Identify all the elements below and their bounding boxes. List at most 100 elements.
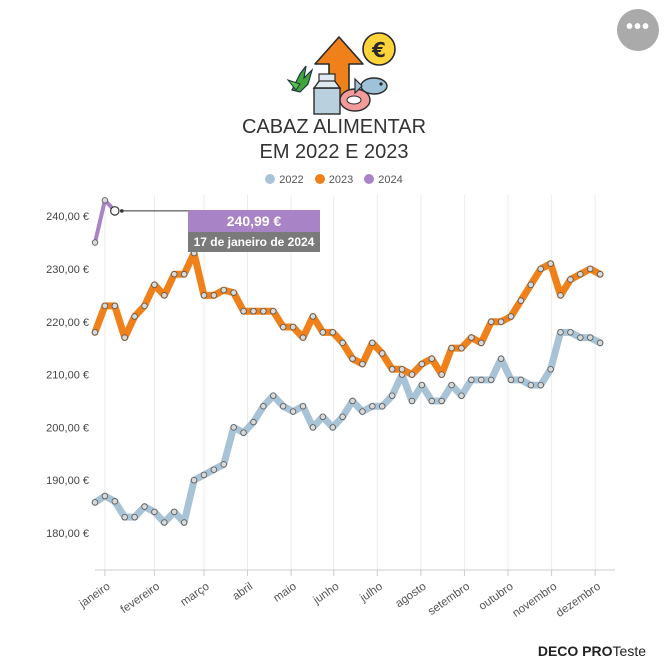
legend-label-2024: 2024 <box>378 174 403 186</box>
data-point-2022 <box>468 376 475 384</box>
data-point-2022 <box>121 513 128 521</box>
data-point-2023 <box>428 355 435 362</box>
data-point-2023 <box>478 339 485 347</box>
data-point-2023 <box>250 307 257 315</box>
highlighted-point <box>110 206 120 216</box>
data-point-2022 <box>408 397 416 405</box>
data-point-2023 <box>557 292 564 299</box>
series-line-2023 <box>91 249 604 379</box>
data-point-2022 <box>497 355 505 362</box>
x-tick-label: agosto <box>393 581 428 611</box>
data-point-2022 <box>547 366 554 373</box>
y-tick-label: 240,00 € <box>46 211 89 223</box>
x-tick-label: outubro <box>477 581 516 613</box>
data-point-2023 <box>359 360 366 368</box>
data-point-2023 <box>141 302 148 310</box>
data-point-2022 <box>557 329 564 336</box>
data-point-2023 <box>418 360 426 368</box>
brand-logo-bold: DECO PRO <box>537 643 613 659</box>
data-point-2023 <box>448 344 455 352</box>
data-point-2022 <box>379 403 386 410</box>
legend-item-2024[interactable]: 2024 <box>364 174 403 186</box>
data-point-2022 <box>448 381 455 389</box>
data-point-2022 <box>388 392 396 399</box>
data-point-2022 <box>577 334 584 341</box>
data-point-2023 <box>458 344 465 352</box>
data-point-2022 <box>171 508 178 516</box>
data-point-2023 <box>408 371 416 378</box>
chart-menu-button[interactable]: ••• <box>617 9 659 51</box>
data-point-2022 <box>478 376 485 384</box>
data-point-2022 <box>111 498 119 505</box>
data-point-2023 <box>577 271 584 278</box>
data-point-2023 <box>319 329 327 336</box>
svg-text:€: € <box>371 38 386 62</box>
data-point-2022 <box>418 381 426 389</box>
data-point-2022 <box>270 392 277 399</box>
x-tick-label: junho <box>311 581 342 608</box>
data-point-2022 <box>141 503 148 510</box>
tooltip-connector-dot <box>120 209 124 213</box>
vegetable-icon <box>286 65 314 93</box>
data-point-2022 <box>289 408 297 415</box>
x-tick-label: março <box>179 581 212 609</box>
data-point-2023 <box>487 318 495 325</box>
x-tick-label: setembro <box>426 581 472 618</box>
x-tick-label: novembro <box>511 581 560 620</box>
data-point-2022 <box>180 519 188 526</box>
legend-swatch-2024 <box>364 174 375 184</box>
y-tick-label: 190,00 € <box>46 475 89 487</box>
data-point-2023 <box>230 289 237 296</box>
x-tick-label: fevereiro <box>119 581 163 616</box>
data-point-2022 <box>428 397 435 405</box>
legend-item-2023[interactable]: 2023 <box>314 174 353 186</box>
data-point-2022 <box>91 499 99 506</box>
data-point-2022 <box>359 408 366 415</box>
data-point-2023 <box>438 371 445 378</box>
data-point-2023 <box>180 271 188 278</box>
data-point-2023 <box>507 313 515 320</box>
chart-title-line-1: CABAZ ALIMENTAR <box>241 116 427 138</box>
x-tick-label: maio <box>272 581 299 605</box>
x-tick-label: julho <box>357 581 385 605</box>
data-point-2022 <box>369 403 376 410</box>
brand-logo-rest: Teste <box>612 643 646 659</box>
data-point-2023 <box>388 366 396 373</box>
data-point-2023 <box>270 307 277 315</box>
y-tick-label: 200,00 € <box>46 422 89 434</box>
data-point-2023 <box>567 276 574 283</box>
data-point-2023 <box>131 313 138 320</box>
food-basket-illustration: € <box>286 32 396 115</box>
data-point-2023 <box>260 307 267 315</box>
x-tick-label: abril <box>231 581 256 603</box>
data-point-2023 <box>161 292 168 299</box>
data-point-2022 <box>151 508 158 516</box>
data-point-2022 <box>250 418 257 426</box>
data-point-2024 <box>91 239 99 246</box>
data-point-2024 <box>101 197 109 204</box>
data-point-2022 <box>329 424 336 431</box>
data-point-2023 <box>517 297 525 304</box>
legend-item-2022[interactable]: 2022 <box>265 174 304 186</box>
data-point-2023 <box>171 271 178 278</box>
data-point-2022 <box>587 334 594 341</box>
data-point-2022 <box>230 424 237 431</box>
chart-title: CABAZ ALIMENTAR EM 2022 E 2023 <box>0 115 668 165</box>
legend-swatch-2022 <box>265 174 276 184</box>
data-point-2022 <box>200 471 208 479</box>
legend-label-2022: 2022 <box>279 174 304 186</box>
data-point-2023 <box>497 318 505 325</box>
data-point-2023 <box>468 334 475 341</box>
x-tick-label: dezembro <box>554 581 603 620</box>
data-point-2023 <box>200 292 208 299</box>
milk-carton-icon <box>312 73 342 115</box>
ellipsis-icon: ••• <box>625 16 650 38</box>
data-point-2022 <box>596 339 604 347</box>
data-point-2023 <box>349 355 356 362</box>
data-point-2023 <box>339 339 346 347</box>
y-tick-label: 180,00 € <box>46 528 89 540</box>
euro-coin-icon: € <box>362 32 396 66</box>
data-point-2022 <box>210 466 218 473</box>
y-tick-label: 210,00 € <box>46 370 89 382</box>
